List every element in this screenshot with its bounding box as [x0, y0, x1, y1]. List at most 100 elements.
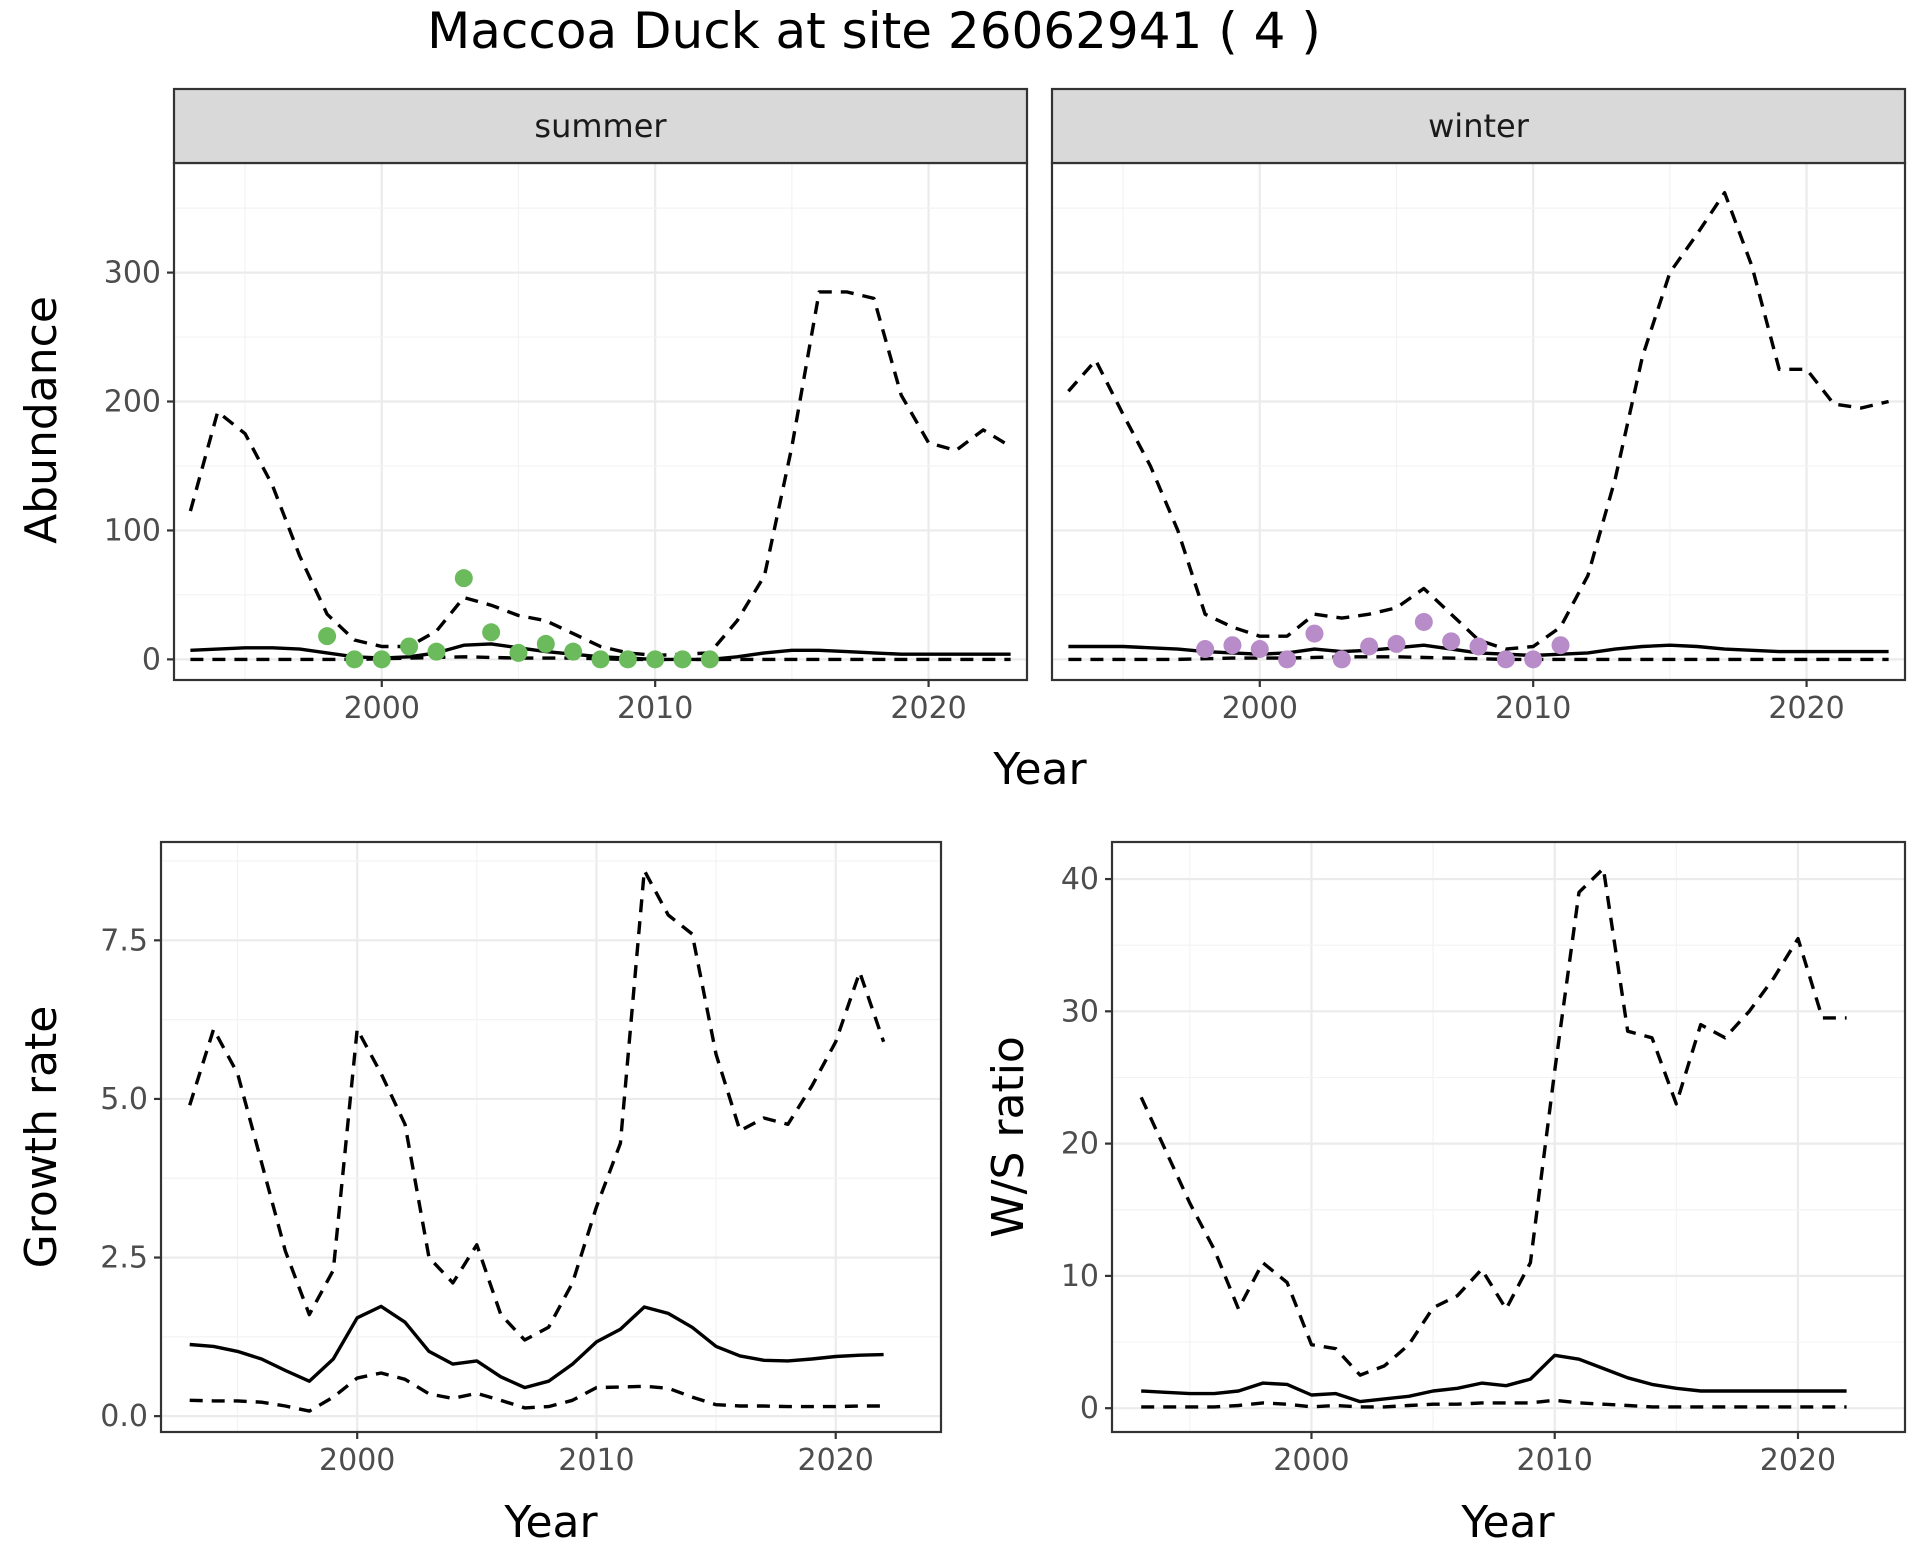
data-point — [564, 642, 583, 661]
data-point — [1442, 632, 1461, 651]
y-tick-label: 10 — [1061, 1259, 1099, 1294]
y-tick-label: 20 — [1061, 1127, 1099, 1162]
x-tick-label: 2000 — [1273, 1443, 1349, 1478]
x-axis-ticks: 2000 2010 2020 — [1273, 1432, 1836, 1478]
observed-points — [1196, 612, 1570, 669]
y-axis-ticks: 0 100 200 300 — [104, 256, 174, 677]
x-tick-label: 2010 — [558, 1443, 634, 1478]
x-tick-label: 2020 — [1760, 1443, 1836, 1478]
data-point — [1360, 637, 1379, 656]
x-tick-label: 2020 — [798, 1443, 874, 1478]
data-point — [427, 642, 446, 661]
panel-border — [172, 161, 1029, 682]
y-tick-label: 40 — [1061, 862, 1099, 897]
grid — [174, 163, 1027, 680]
x-axis-ticks: 2000 2010 2020 — [344, 680, 967, 726]
facet-strip-label: winter — [1428, 107, 1530, 145]
x-tick-label: 2010 — [1495, 691, 1571, 726]
series-lines — [188, 868, 886, 1413]
grid — [1112, 842, 1905, 1432]
data-point — [591, 650, 610, 669]
x-axis-ticks: 2000 2010 2020 — [1222, 680, 1845, 726]
data-point — [1278, 650, 1297, 669]
data-point — [1524, 650, 1543, 669]
grid — [1052, 163, 1905, 680]
panel-ws-ratio: 2000 2010 2020 0 10 20 30 40 W/S ratio Year — [983, 840, 1907, 1548]
x-axis-title-top: Year — [992, 744, 1087, 795]
x-tick-label: 2000 — [319, 1443, 395, 1478]
panel-border — [1110, 840, 1907, 1434]
data-point — [1469, 637, 1488, 656]
y-tick-label: 0.0 — [100, 1399, 148, 1434]
y-tick-label: 0 — [1080, 1391, 1099, 1426]
data-point — [1551, 636, 1570, 655]
y-tick-label: 30 — [1061, 994, 1099, 1029]
panel-winter: winter 2000 2010 2020 — [1050, 87, 1907, 726]
data-point — [400, 637, 419, 656]
y-axis-ticks: 0.0 2.5 5.0 7.5 — [100, 923, 161, 1434]
data-point — [536, 634, 555, 653]
series-lines — [1067, 190, 1889, 662]
x-axis-ticks: 2000 2010 2020 — [319, 1432, 874, 1478]
y-tick-label: 300 — [104, 256, 161, 291]
y-tick-label: 200 — [104, 385, 161, 420]
series-line-dashed — [1141, 1398, 1847, 1409]
y-tick-label: 0 — [142, 642, 161, 677]
y-axis-ticks: 0 10 20 30 40 — [1061, 862, 1112, 1426]
data-point — [1305, 624, 1324, 643]
data-point — [454, 569, 473, 588]
series-line-solid — [1141, 1353, 1847, 1404]
facet-strip — [172, 87, 1029, 165]
series-line-dashed — [1068, 655, 1889, 662]
data-point — [345, 650, 364, 669]
observed-points — [318, 569, 719, 669]
y-tick-label: 7.5 — [100, 923, 148, 958]
data-point — [646, 650, 665, 669]
series-line-dashed — [188, 290, 1012, 658]
data-point — [509, 643, 528, 662]
panel-border — [159, 840, 943, 1434]
series-lines — [1139, 866, 1847, 1409]
data-point — [673, 650, 692, 669]
panel-border — [1050, 161, 1907, 682]
data-point — [482, 623, 501, 642]
panel-summer: summer 2000 2010 2020 0 100 200 300 Abundance — [16, 87, 1029, 726]
series-line-dashed — [188, 868, 886, 1342]
data-point — [1387, 634, 1406, 653]
grid — [161, 842, 941, 1432]
series-line-dashed — [190, 655, 1011, 662]
x-tick-label: 2010 — [617, 691, 693, 726]
data-point — [1223, 636, 1242, 655]
data-point — [1196, 640, 1215, 659]
series-line-solid — [189, 1304, 884, 1390]
series-line-dashed — [1067, 190, 1889, 651]
series-lines — [188, 290, 1012, 662]
x-tick-label: 2010 — [1517, 1443, 1593, 1478]
data-point — [372, 650, 391, 669]
x-axis-title: Year — [1460, 1497, 1555, 1548]
y-tick-label: 100 — [104, 513, 161, 548]
y-axis-title: Abundance — [16, 296, 67, 544]
facet-strip — [1050, 87, 1907, 165]
x-axis-title: Year — [503, 1497, 598, 1548]
series-line-dashed — [189, 1371, 884, 1413]
x-tick-label: 2000 — [344, 691, 420, 726]
x-tick-label: 2020 — [890, 691, 966, 726]
chart-title: Maccoa Duck at site 26062941 ( 4 ) — [427, 2, 1321, 60]
data-point — [618, 650, 637, 669]
y-axis-title: W/S ratio — [983, 1036, 1034, 1238]
y-tick-label: 2.5 — [100, 1241, 148, 1276]
y-tick-label: 5.0 — [100, 1082, 148, 1117]
x-tick-label: 2000 — [1222, 691, 1298, 726]
series-line-dashed — [1139, 866, 1847, 1377]
panel-growth-rate: 2000 2010 2020 0.0 2.5 5.0 7.5 Growth rate Year — [16, 840, 943, 1548]
x-tick-label: 2020 — [1768, 691, 1844, 726]
data-point — [1496, 650, 1515, 669]
data-point — [700, 650, 719, 669]
y-axis-title: Growth rate — [16, 1006, 67, 1269]
data-point — [318, 627, 337, 646]
data-point — [1332, 650, 1351, 669]
data-point — [1414, 612, 1433, 631]
facet-strip-label: summer — [534, 107, 667, 145]
